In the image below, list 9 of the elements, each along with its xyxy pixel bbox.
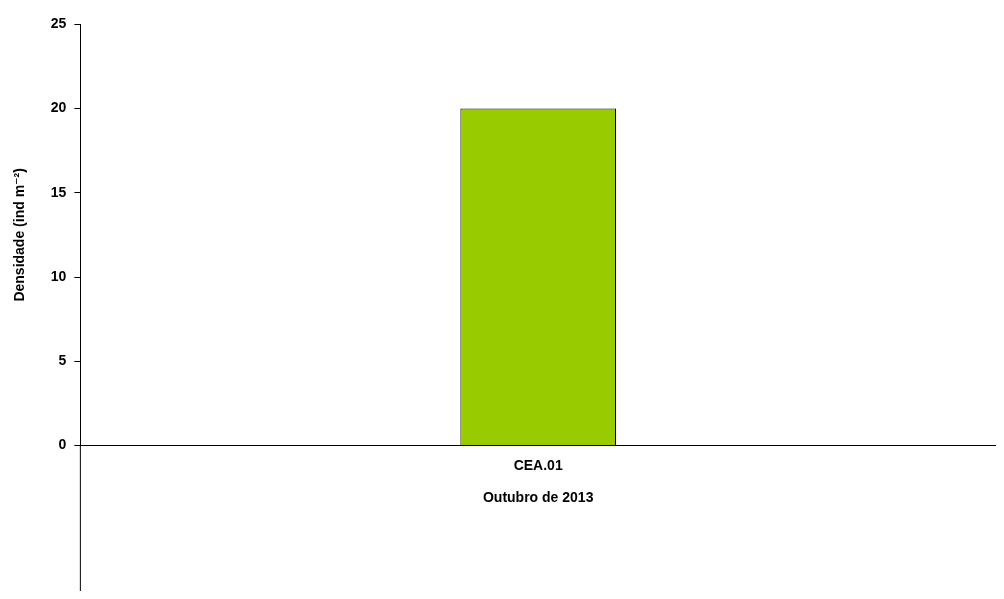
y-axis-title: Densidade (ind m⁻²) — [11, 168, 28, 302]
x-tick-label: CEA.01 — [513, 456, 563, 473]
y-tick-label: 5 — [58, 352, 67, 369]
x-axis-title: Outubro de 2013 — [482, 489, 594, 506]
y-tick-label: 10 — [50, 267, 67, 284]
y-tick-label: 20 — [50, 99, 67, 116]
y-tick-label: 15 — [50, 183, 67, 200]
y-tick-label: 25 — [50, 15, 67, 32]
y-tick-label: 0 — [58, 436, 67, 453]
